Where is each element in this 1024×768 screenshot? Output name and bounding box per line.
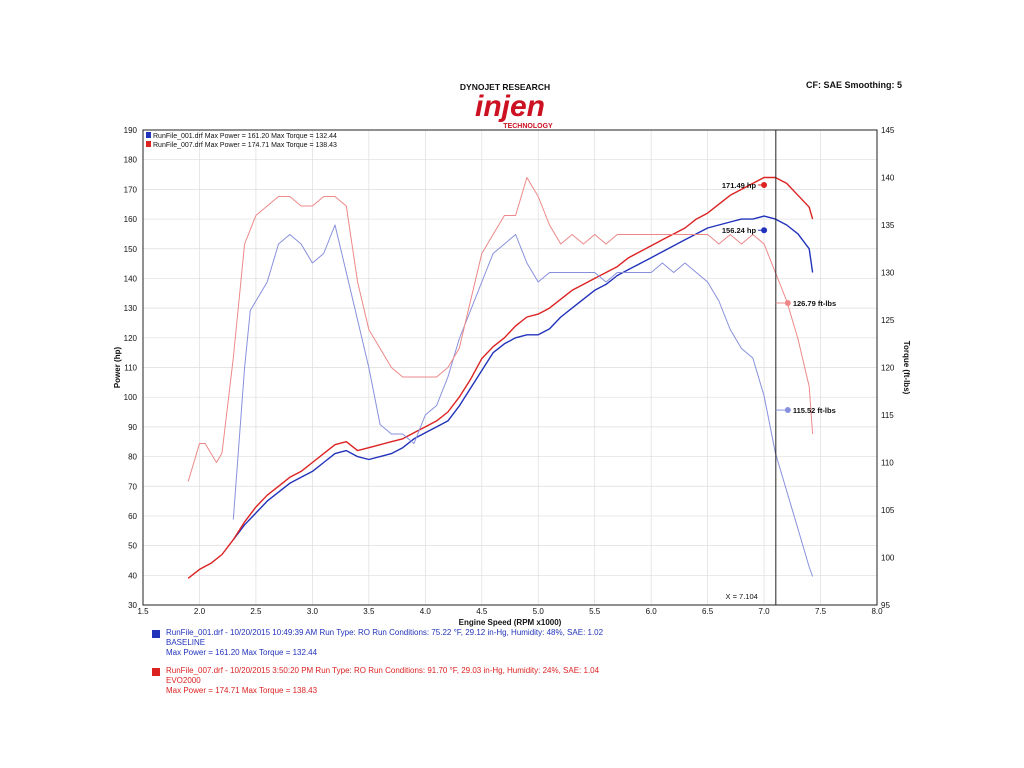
x-tick-label: 7.5 [815,607,827,616]
y-tick-label: 40 [128,571,137,580]
y-tick-label: 110 [124,364,137,373]
series-line-torque-runfile-007-drf [187,177,814,482]
y2-tick-label: 145 [881,126,895,135]
series-line-torque-runfile-001-drf [232,224,814,577]
y2-tick-label: 110 [881,459,894,468]
marker-label: 115.52 ft-lbs [793,406,836,415]
run-info-evo: RunFile_007.drf - 10/20/2015 3:50:20 PM … [152,666,603,696]
x-tick-label: 2.0 [194,607,206,616]
x-tick-label: 4.5 [476,607,488,616]
y-tick-label: 50 [128,542,137,551]
x-tick-label: 2.5 [250,607,262,616]
y-tick-label: 80 [128,453,137,462]
x-tick-label: 1.5 [137,607,149,616]
y-tick-label: 60 [128,512,137,521]
y-tick-label: 30 [128,601,137,610]
marker-dot [761,181,768,188]
y-tick-label: 160 [124,215,138,224]
run-info-baseline: RunFile_001.drf - 10/20/2015 10:49:39 AM… [152,628,603,658]
y-tick-label: 130 [124,304,138,313]
cursor-label: X = 7.104 [725,592,757,601]
run-max-values: Max Power = 174.71 Max Torque = 138.43 [166,686,318,695]
run-name: EVO2000 [166,676,201,685]
y-tick-label: 120 [124,334,138,343]
y2-tick-label: 125 [881,316,895,325]
y-axis-title: Power (hp) [113,347,122,389]
logo-subtext: TECHNOLOGY [503,123,553,130]
x-tick-label: 8.0 [871,607,883,616]
injen-logo: injen TECHNOLOGY [475,90,553,130]
run-info-footer: RunFile_001.drf - 10/20/2015 10:49:39 AM… [152,628,603,704]
marker-label: 156.24 hp [722,226,757,235]
marker-dot [761,227,768,234]
y2-tick-label: 95 [881,601,890,610]
dynojet-brand: DYNOJET RESEARCH [459,82,551,92]
y2-tick-label: 135 [881,221,895,230]
x-tick-label: 6.0 [646,607,658,616]
legend-entry: RunFile_007.drf Max Power = 174.71 Max T… [153,142,337,149]
x-tick-label: 3.0 [307,607,319,616]
x-tick-label: 4.0 [420,607,432,616]
marker-label: 126.79 ft-lbs [793,299,836,308]
y2-tick-label: 105 [881,506,895,515]
marker-label: 171.49 hp [722,181,757,190]
y-tick-label: 70 [128,482,137,491]
y2-tick-label: 100 [881,554,895,563]
y-tick-label: 180 [124,156,138,165]
run-name: BASELINE [166,638,206,647]
logo-text: injen [475,90,545,123]
series-line-power-runfile-007-drf [187,176,814,579]
x-tick-label: 5.5 [589,607,601,616]
y2-tick-label: 115 [881,411,894,420]
y-tick-label: 190 [124,126,138,135]
y2-axis-title: Torque (ft-lbs) [902,341,911,395]
plot-frame [142,129,878,606]
run-details: RunFile_001.drf - 10/20/2015 10:49:39 AM… [166,628,604,637]
y-tick-label: 140 [124,274,138,283]
series-line-power-runfile-001-drf [232,215,814,541]
legend-swatch [146,141,151,147]
x-tick-label: 7.0 [759,607,771,616]
legend-swatch [146,132,151,138]
y2-tick-label: 140 [881,174,895,183]
y-tick-label: 170 [124,185,138,194]
x-axis-title: Engine Speed (RPM x1000) [459,618,562,627]
x-tick-label: 3.5 [363,607,375,616]
marker-dot [784,299,791,306]
y2-tick-label: 130 [881,269,895,278]
run-max-values: Max Power = 161.20 Max Torque = 132.44 [166,648,318,657]
evo-swatch-icon [152,668,160,676]
y-tick-label: 150 [124,245,138,254]
x-tick-label: 6.5 [702,607,714,616]
baseline-swatch-icon [152,630,160,638]
marker-dot [784,407,791,414]
correction-factor-label: CF: SAE Smoothing: 5 [806,80,902,90]
y-tick-label: 90 [128,423,137,432]
x-tick-label: 5.0 [533,607,545,616]
legend-entry: RunFile_001.drf Max Power = 161.20 Max T… [153,133,337,140]
y-tick-label: 100 [124,393,138,402]
y2-tick-label: 120 [881,364,895,373]
run-details: RunFile_007.drf - 10/20/2015 3:50:20 PM … [166,666,600,675]
